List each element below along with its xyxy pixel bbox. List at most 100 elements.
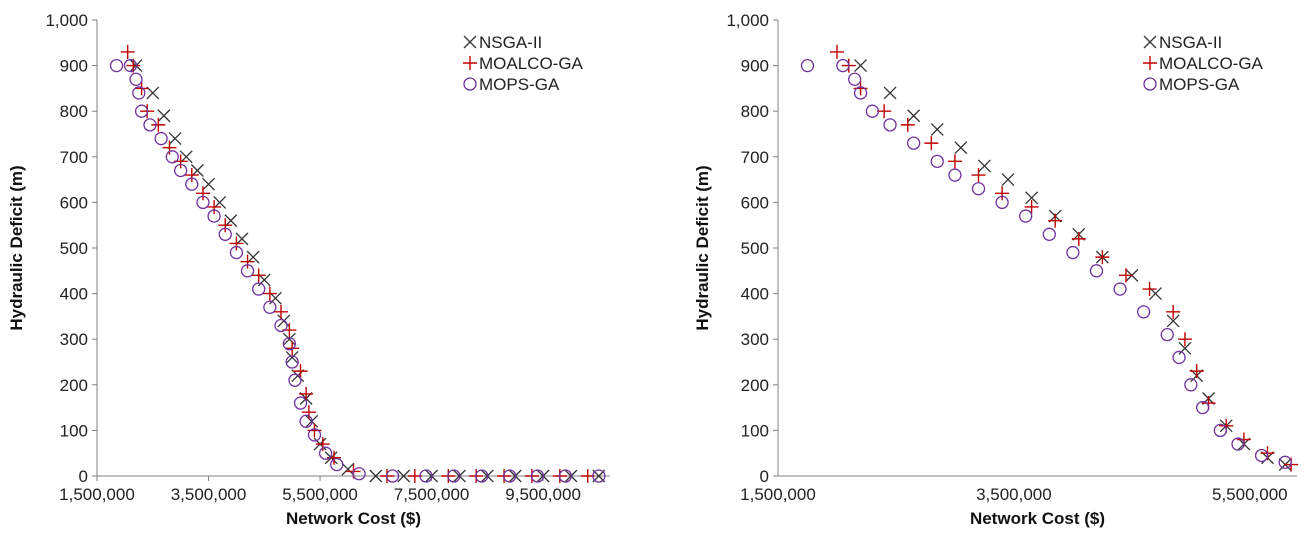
data-point — [293, 396, 308, 410]
y-tick-label: 300 — [741, 330, 769, 349]
data-point — [1195, 400, 1210, 415]
legend-label: MOPS-GA — [1159, 75, 1240, 94]
chart-1: 0 100 200 300 400 500 600 700 800 900 1,000 1,500,0… — [7, 11, 610, 528]
data-point — [151, 117, 166, 132]
data-point — [1184, 378, 1198, 392]
data-point — [109, 58, 124, 73]
data-point — [293, 364, 308, 379]
data-point — [848, 72, 862, 86]
y-tick-label: 500 — [741, 239, 769, 258]
data-point — [977, 159, 991, 173]
data-point — [1066, 245, 1080, 260]
data-point — [1137, 305, 1151, 319]
data-point — [854, 59, 868, 73]
data-point — [240, 254, 255, 269]
data-point — [900, 117, 915, 132]
data-point — [143, 118, 157, 132]
data-point — [285, 341, 300, 356]
data-point — [341, 462, 355, 476]
data-point — [883, 118, 897, 132]
y-tick-label: 800 — [741, 102, 769, 121]
y-tick-label: 100 — [60, 421, 88, 440]
data-point — [930, 122, 944, 136]
y-tick-label: 900 — [60, 57, 88, 76]
data-point — [168, 132, 182, 146]
data-point — [202, 177, 215, 191]
y-tick-label: 400 — [741, 285, 769, 304]
data-point — [865, 104, 880, 118]
data-point — [129, 72, 143, 86]
x-tick-label: 7,500,000 — [394, 485, 470, 504]
data-point — [252, 282, 266, 296]
data-point — [274, 318, 288, 333]
data-point — [907, 109, 921, 123]
y-tick-label: 0 — [760, 467, 769, 486]
data-point — [251, 268, 266, 283]
legend-label: NSGA-II — [1159, 33, 1222, 52]
x-axis-title: Network Cost ($) — [286, 509, 421, 528]
y-tick-label: 900 — [741, 57, 769, 76]
data-point — [274, 304, 289, 319]
data-point — [352, 467, 366, 481]
data-point — [1254, 448, 1269, 463]
data-point — [995, 186, 1010, 201]
data-point — [1213, 423, 1227, 438]
data-point — [1160, 327, 1174, 342]
data-point — [530, 469, 545, 483]
data-point — [134, 104, 149, 118]
data-point — [330, 457, 344, 472]
data-point — [800, 58, 815, 73]
y-tick-label: 800 — [60, 102, 88, 121]
data-point — [1048, 213, 1063, 228]
data-point — [971, 182, 986, 196]
data-point — [240, 264, 255, 278]
data-point — [836, 58, 850, 73]
legend-marker — [463, 77, 477, 91]
data-point — [154, 131, 168, 146]
y-tick-label: 600 — [60, 193, 88, 212]
data-point — [288, 373, 302, 387]
y-axis-title: Hydraulic Deficit (m) — [7, 165, 26, 330]
data-point — [1042, 227, 1056, 241]
data-point — [475, 469, 489, 483]
data-point — [419, 469, 433, 483]
data-point — [282, 337, 297, 351]
data-point — [285, 350, 299, 364]
data-point — [1089, 264, 1104, 278]
data-point — [1189, 364, 1204, 379]
data-point — [1095, 250, 1110, 265]
data-point — [123, 58, 138, 73]
y-tick-label: 0 — [79, 467, 88, 486]
legend-marker — [1143, 56, 1157, 70]
data-point — [299, 386, 314, 401]
y-tick-label: 1,000 — [726, 11, 769, 30]
y-tick-label: 200 — [741, 376, 769, 395]
series-nsga-ii — [129, 59, 606, 483]
data-point — [954, 141, 968, 155]
data-point — [184, 168, 199, 183]
data-point — [218, 227, 232, 241]
data-point — [146, 86, 160, 100]
data-point — [1113, 282, 1127, 296]
data-point — [285, 355, 299, 369]
legend-marker — [463, 35, 477, 49]
data-point — [132, 86, 146, 100]
data-point — [307, 428, 322, 442]
data-point — [971, 168, 986, 183]
y-tick-label: 200 — [60, 376, 88, 395]
data-point — [282, 332, 296, 346]
data-point — [1024, 199, 1039, 214]
y-tick-label: 1,000 — [45, 11, 88, 30]
data-point — [1231, 437, 1245, 451]
data-point — [162, 140, 177, 155]
series-mops-ga — [800, 58, 1292, 469]
data-point — [1278, 455, 1292, 469]
data-point — [558, 469, 573, 483]
chart-2: 0 100 200 300 400 500 600 700 800 900 1,000 1,500,0… — [693, 11, 1299, 528]
data-point — [315, 437, 330, 452]
legend-marker — [1143, 77, 1157, 91]
data-point — [185, 177, 199, 191]
series-moalco-ga — [829, 44, 1299, 472]
data-point — [1166, 304, 1181, 319]
data-point — [385, 469, 400, 483]
